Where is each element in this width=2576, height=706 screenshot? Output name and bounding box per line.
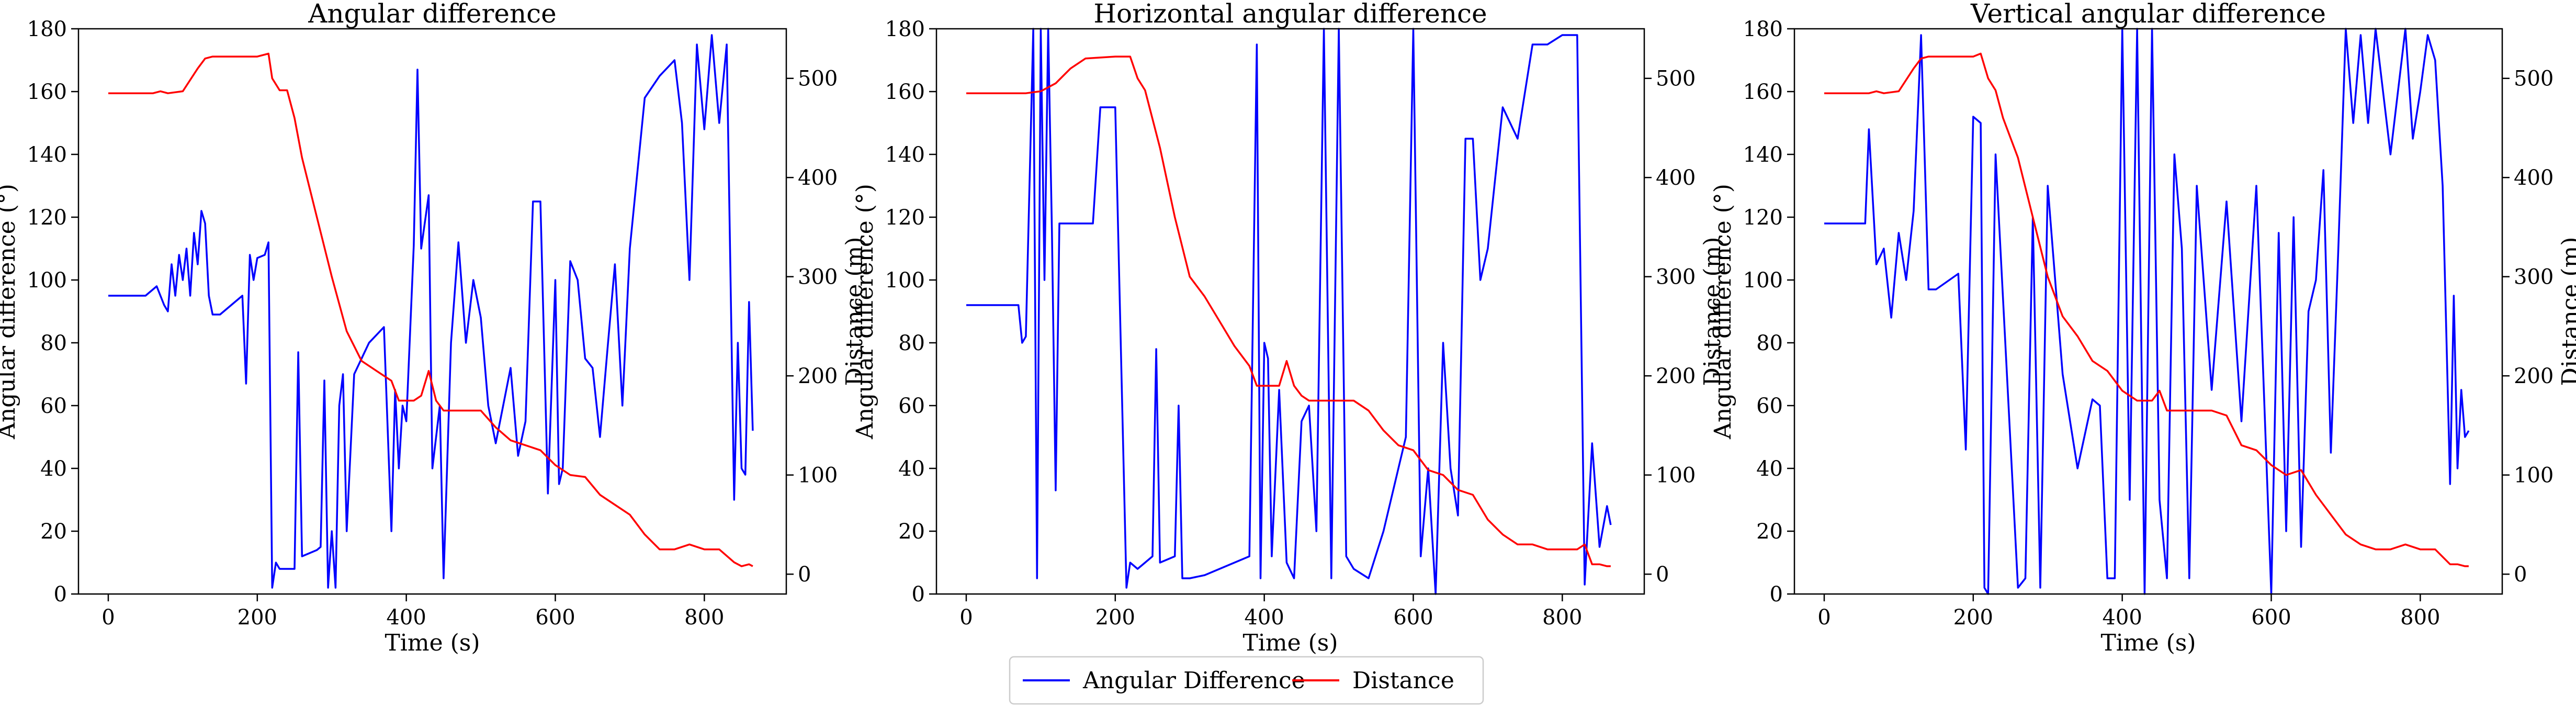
y-tick-label: 40 bbox=[1756, 457, 1783, 481]
x-tick-label: 0 bbox=[959, 606, 973, 630]
y-tick-label: 140 bbox=[885, 143, 925, 167]
x-tick-label: 600 bbox=[1393, 606, 1433, 630]
plot-frame bbox=[77, 28, 787, 595]
y2-tick-label: 100 bbox=[798, 464, 838, 488]
x-tick-label: 400 bbox=[1244, 606, 1284, 630]
x-tick-label: 800 bbox=[684, 606, 724, 630]
y-tick-label: 180 bbox=[885, 17, 925, 41]
y-tick-label: 20 bbox=[40, 520, 67, 544]
series-line-angular-difference bbox=[108, 34, 754, 589]
legend-frame bbox=[1009, 656, 1484, 705]
y-tick-label: 60 bbox=[40, 394, 67, 418]
x-axis-label: Time (s) bbox=[2100, 630, 2196, 656]
y-tick-label: 120 bbox=[1743, 206, 1783, 230]
y-tick-label: 140 bbox=[1743, 143, 1783, 167]
y2-tick-label: 100 bbox=[1656, 464, 1696, 488]
y2-axis-label: Distance (m) bbox=[841, 237, 868, 386]
y-tick-label: 20 bbox=[1756, 520, 1783, 544]
y-tick-label: 0 bbox=[912, 582, 925, 607]
y2-tick-label: 0 bbox=[1656, 563, 1669, 587]
y-tick-label: 60 bbox=[898, 394, 925, 418]
y-axis-label: Angular difference (°) bbox=[852, 184, 878, 440]
y-tick-label: 40 bbox=[40, 457, 67, 481]
series-line-distance bbox=[108, 52, 753, 567]
y-tick-label: 80 bbox=[40, 331, 67, 355]
y-tick-label: 40 bbox=[898, 457, 925, 481]
y2-tick-label: 400 bbox=[798, 166, 838, 190]
y2-tick-label: 400 bbox=[2514, 166, 2554, 190]
x-tick-label: 400 bbox=[386, 606, 426, 630]
chart-panels: 0 200 400 600 800020406080100120140160180010… bbox=[0, 0, 2576, 656]
plot-frame bbox=[935, 28, 1645, 595]
series-line-distance bbox=[1824, 52, 2469, 567]
legend-label-distance: Distance bbox=[1352, 667, 1454, 694]
x-tick-label: 600 bbox=[2251, 606, 2291, 630]
y2-tick-label: 200 bbox=[798, 364, 838, 388]
y-tick-label: 80 bbox=[1756, 331, 1783, 355]
y2-tick-label: 500 bbox=[2514, 67, 2554, 91]
y-tick-label: 100 bbox=[885, 268, 925, 293]
y2-tick-label: 400 bbox=[1656, 166, 1696, 190]
y2-tick-label: 0 bbox=[2514, 563, 2527, 587]
chart-panel-3: 0 200 400 600 800 0 20 40 60 80 100 120 140 160 180 0 10… bbox=[1710, 0, 2576, 656]
y-axis-label: Angular difference (°) bbox=[1710, 184, 1736, 440]
y2-axis-label: Distance (m) bbox=[2557, 237, 2576, 386]
y2-tick-label: 300 bbox=[798, 265, 838, 289]
y2-tick-label: 0 bbox=[798, 563, 811, 587]
y-tick-label: 180 bbox=[27, 17, 67, 41]
chart-title: Horizontal angular difference bbox=[1093, 0, 1487, 29]
x-axis-label: Time (s) bbox=[385, 630, 480, 656]
chart-title: Vertical angular difference bbox=[1970, 0, 2326, 29]
y-tick-label: 60 bbox=[1756, 394, 1783, 418]
x-tick-label: 200 bbox=[1953, 606, 1993, 630]
y2-tick-label: 500 bbox=[1656, 67, 1696, 91]
chart-panel-2: 0 200 400 600 800 0 20 40 60 80 100 120 140 160 180 0 10… bbox=[852, 0, 1726, 656]
legend: Angular Difference Distance bbox=[1009, 656, 1484, 705]
y-tick-label: 100 bbox=[1743, 268, 1783, 293]
y-tick-label: 120 bbox=[27, 206, 67, 230]
x-tick-label: 200 bbox=[1095, 606, 1135, 630]
y2-tick-label: 500 bbox=[798, 67, 838, 91]
x-axis-label: Time (s) bbox=[1242, 630, 1338, 656]
x-tick-label: 800 bbox=[2400, 606, 2440, 630]
x-tick-label: 600 bbox=[535, 606, 575, 630]
series-line-angular-difference bbox=[966, 28, 1612, 595]
x-tick-label: 200 bbox=[238, 606, 277, 630]
y-tick-label: 160 bbox=[27, 80, 67, 104]
x-tick-label: 0 bbox=[1817, 606, 1831, 630]
y-tick-label: 100 bbox=[27, 268, 67, 293]
chart-title: Angular difference bbox=[308, 0, 557, 29]
y-tick-label: 180 bbox=[1743, 17, 1783, 41]
y2-tick-label: 200 bbox=[1656, 364, 1696, 388]
y2-tick-label: 300 bbox=[2514, 265, 2554, 289]
x-tick-label: 800 bbox=[1542, 606, 1582, 630]
y2-tick-label: 100 bbox=[2514, 464, 2554, 488]
y2-axis-label: Distance (m) bbox=[1699, 237, 1726, 386]
chart-panel-1: 0 200 400 600 800 0 20 40 60 80 100 120 140 160 180 0 10… bbox=[0, 0, 868, 656]
y-tick-label: 0 bbox=[54, 582, 67, 607]
y-tick-label: 140 bbox=[27, 143, 67, 167]
y2-tick-label: 300 bbox=[1656, 265, 1696, 289]
series-line-angular-difference bbox=[1824, 28, 2470, 595]
legend-label-angular-difference: Angular Difference bbox=[1082, 667, 1305, 694]
x-tick-label: 400 bbox=[2102, 606, 2142, 630]
y-tick-label: 160 bbox=[885, 80, 925, 104]
y-tick-label: 120 bbox=[885, 206, 925, 230]
plot-frame bbox=[1793, 28, 2503, 595]
y-tick-label: 0 bbox=[1770, 582, 1783, 607]
x-tick-label: 0 bbox=[101, 606, 115, 630]
y2-tick-label: 200 bbox=[2514, 364, 2554, 388]
y-tick-label: 20 bbox=[898, 520, 925, 544]
y-tick-label: 80 bbox=[898, 331, 925, 355]
series-line-distance bbox=[966, 55, 1611, 567]
y-axis-label: Angular difference (°) bbox=[0, 184, 20, 440]
y-tick-label: 160 bbox=[1743, 80, 1783, 104]
